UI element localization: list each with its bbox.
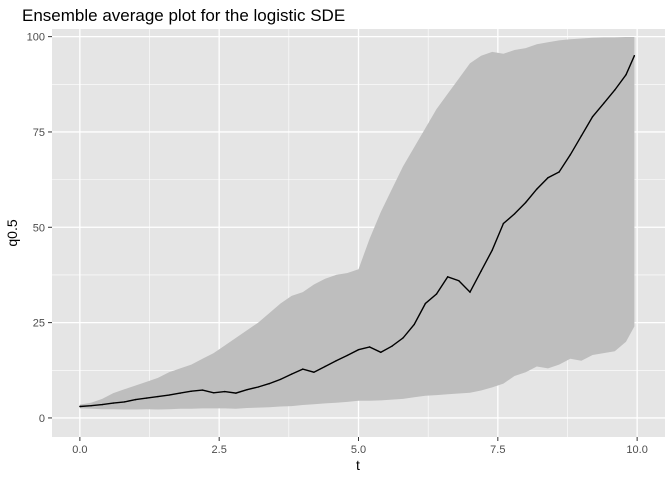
median-point [391, 345, 393, 347]
median-point [335, 360, 337, 362]
median-point [190, 390, 193, 392]
median-point [224, 390, 226, 393]
median-point [279, 378, 282, 381]
y-axis: 0 25 50 75 100 [27, 32, 52, 425]
median-point [123, 401, 126, 403]
median-point [558, 171, 560, 173]
median-point [424, 302, 427, 305]
median-point [480, 270, 482, 272]
median-point [469, 291, 471, 293]
x-tick-label: 0.0 [72, 444, 87, 456]
median-point [458, 279, 460, 282]
x-tick-label: 10.0 [626, 444, 647, 456]
median-point [112, 402, 115, 404]
median-point [268, 382, 271, 385]
y-tick-label: 50 [33, 222, 45, 234]
median-point [290, 373, 293, 375]
median-point [402, 337, 404, 339]
median-point [79, 405, 81, 408]
median-point [625, 74, 627, 76]
median-point [368, 346, 371, 348]
median-point [446, 276, 449, 278]
median-point [591, 116, 594, 118]
x-axis-label: t [356, 457, 360, 473]
median-points [79, 54, 636, 408]
y-tick-label: 25 [33, 318, 45, 330]
median-point [90, 405, 92, 407]
x-tick-label: 5.0 [351, 444, 366, 456]
y-tick-label: 0 [39, 413, 45, 425]
median-point [547, 177, 549, 179]
median-point [313, 371, 315, 373]
median-point [413, 323, 415, 326]
median-point [157, 395, 159, 398]
median-point [569, 154, 571, 156]
median-point [134, 398, 137, 401]
median-point [146, 397, 148, 399]
median-point [168, 394, 170, 396]
median-point [235, 392, 237, 394]
median-point [201, 389, 204, 391]
median-point [346, 354, 349, 357]
median-point [580, 135, 583, 137]
median-point [491, 249, 493, 251]
median-point [603, 102, 605, 105]
median-point [246, 389, 248, 391]
x-tick-label: 7.5 [490, 444, 505, 456]
median-point [513, 213, 516, 215]
median-point [524, 201, 527, 204]
x-tick-label: 2.5 [212, 444, 227, 456]
median-point [380, 351, 382, 354]
median-point [302, 368, 304, 370]
median-point [536, 188, 538, 190]
median-point [101, 403, 103, 406]
median-point [257, 386, 259, 388]
y-axis-label: q0.5 [4, 219, 20, 246]
median-point [502, 222, 505, 225]
median-point [179, 392, 181, 394]
x-axis: 0.0 2.5 5.0 7.5 10.0 [72, 437, 648, 456]
chart-title: Ensemble average plot for the logistic S… [22, 6, 345, 25]
median-point [435, 293, 438, 295]
median-point [212, 392, 215, 394]
y-tick-label: 75 [33, 127, 45, 139]
median-point [614, 89, 616, 91]
median-point [357, 348, 360, 351]
y-tick-label: 100 [27, 32, 45, 44]
quantile-ribbon [79, 37, 635, 410]
median-point [633, 54, 636, 57]
median-point [324, 365, 326, 368]
